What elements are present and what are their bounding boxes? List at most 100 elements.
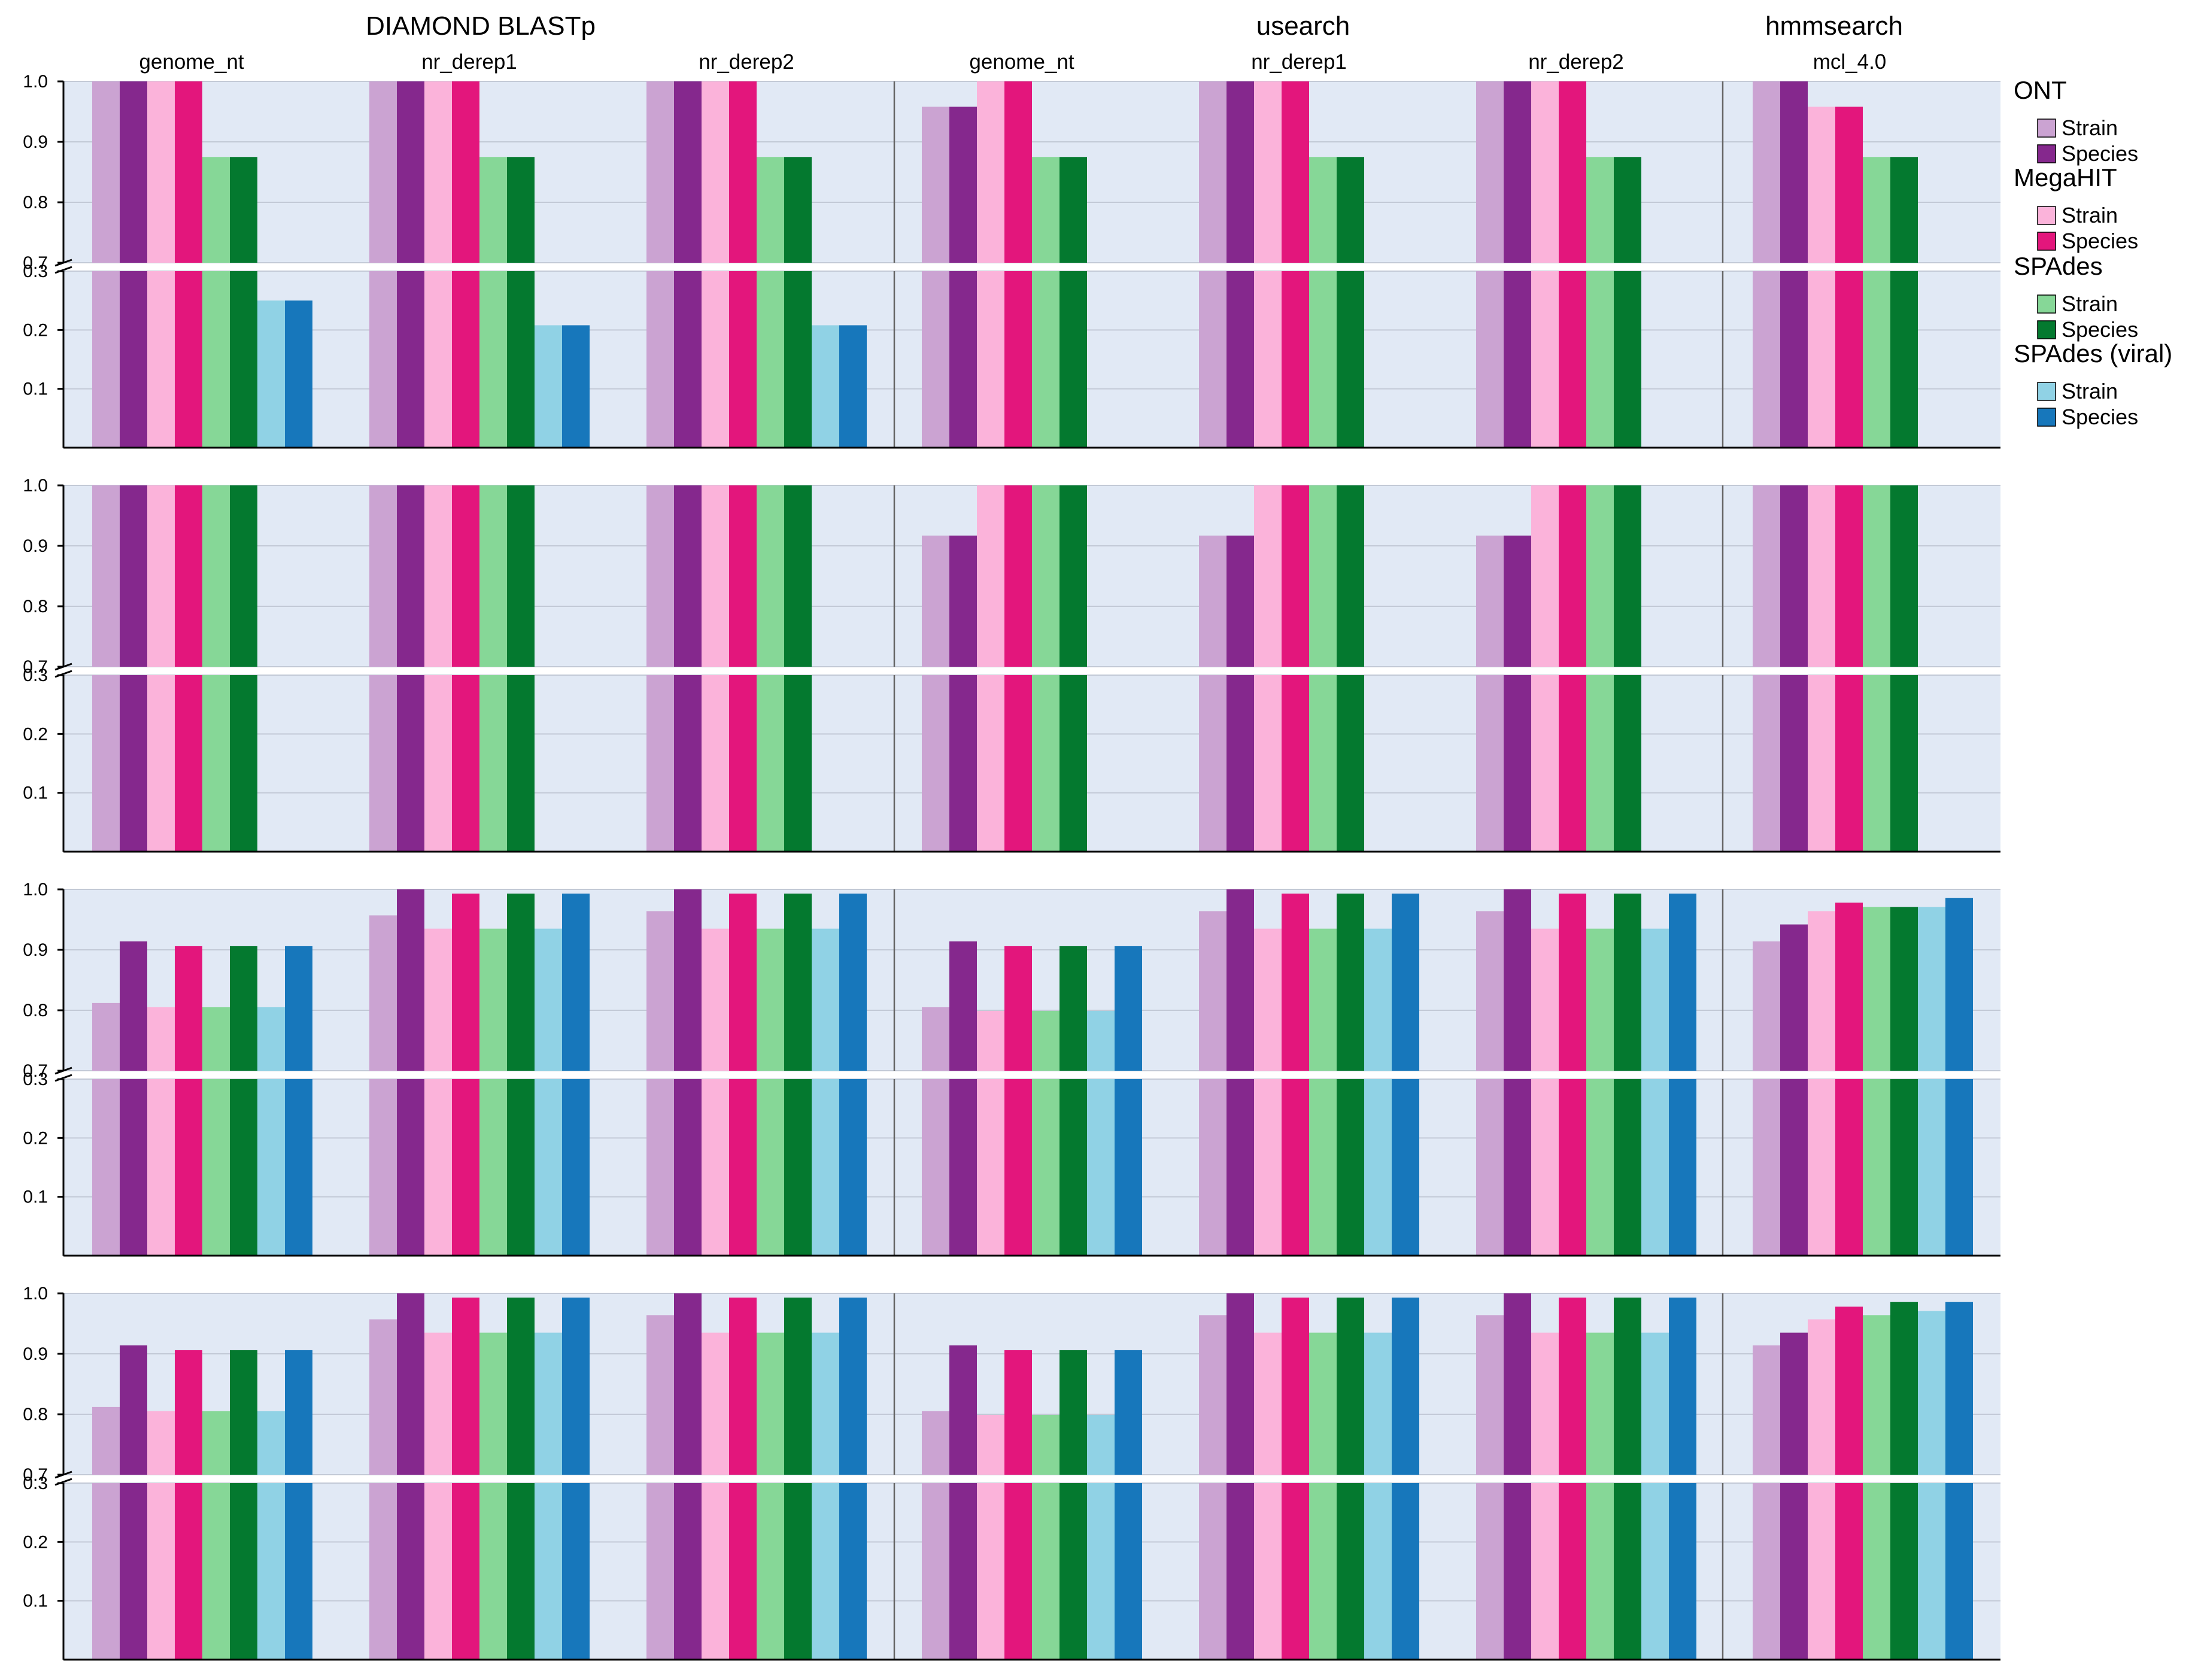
bar-lower [1808, 675, 1835, 852]
bar-lower [1254, 1079, 1282, 1256]
bar-lower [646, 675, 674, 852]
y-tick-label: 0.9 [23, 536, 48, 556]
bar-upper [729, 485, 757, 667]
bar-lower [1032, 271, 1060, 448]
bar-upper [1863, 1315, 1890, 1475]
bar-upper [120, 941, 147, 1071]
bar-upper [1254, 485, 1282, 667]
y-tick-label: 0.8 [23, 1405, 48, 1424]
bar-lower [1004, 1079, 1032, 1256]
bar-upper [1282, 1298, 1309, 1475]
bar-lower [1890, 1483, 1918, 1660]
bar-lower [1337, 1483, 1364, 1660]
bar-upper [1835, 903, 1863, 1071]
axis-break-mark [54, 259, 72, 267]
bar-lower [535, 325, 562, 448]
bar-upper [285, 946, 312, 1071]
y-tick-label: 1.0 [23, 72, 48, 92]
bar-lower [784, 271, 812, 448]
bar-lower [175, 675, 202, 852]
bar-upper [1559, 894, 1586, 1071]
bar-lower [120, 675, 147, 852]
bar-lower [922, 1079, 949, 1256]
legend-series-label: Strain [2062, 379, 2118, 403]
bar-upper [1808, 1319, 1835, 1475]
bar-upper [1890, 1302, 1918, 1475]
bar-lower [92, 675, 120, 852]
bar-lower [1669, 1079, 1696, 1256]
bar-lower [1060, 1483, 1087, 1660]
bar-lower [812, 1483, 839, 1660]
bar-lower [757, 1079, 784, 1256]
bar-lower [1254, 1483, 1282, 1660]
chart-panels: 0.70.80.91.00.10.20.30.70.80.91.00.10.20… [23, 72, 2000, 1661]
bar-lower [1364, 1483, 1392, 1660]
bar-lower [1614, 271, 1641, 448]
bar-lower [120, 1483, 147, 1660]
bar-lower [1199, 1079, 1227, 1256]
bar-upper [949, 107, 977, 263]
bar-upper [1337, 894, 1364, 1071]
bar-lower [1531, 675, 1559, 852]
bar-lower [92, 1483, 120, 1660]
bar-upper [1254, 81, 1282, 263]
bar-lower [757, 271, 784, 448]
bar-lower [1392, 1079, 1419, 1256]
bar-upper [1504, 1293, 1531, 1475]
bar-upper [562, 894, 590, 1071]
bar-lower [839, 1079, 867, 1256]
bar-lower [562, 1483, 590, 1660]
bar-upper [1614, 485, 1641, 667]
bar-upper [1780, 924, 1808, 1071]
bar-lower [674, 1483, 702, 1660]
bar-upper [1032, 157, 1060, 263]
bar-upper [1309, 485, 1337, 667]
bar-upper [1641, 928, 1669, 1071]
bar-lower [812, 325, 839, 448]
bar-lower [562, 325, 590, 448]
bar-upper [1282, 485, 1309, 667]
bar-lower [424, 1079, 452, 1256]
bar-upper [507, 485, 535, 667]
bar-lower [1476, 1079, 1504, 1256]
bar-lower [285, 1079, 312, 1256]
bar-upper [1504, 81, 1531, 263]
bar-upper [1641, 1332, 1669, 1475]
bar-lower [1531, 271, 1559, 448]
bar-lower [1476, 1483, 1504, 1660]
bar-upper [175, 1350, 202, 1475]
bar-upper [230, 1350, 257, 1475]
y-tick-label: 0.7 [23, 1061, 48, 1081]
bar-upper [562, 1298, 590, 1475]
y-tick-label: 0.1 [23, 379, 48, 399]
bar-upper [1559, 1298, 1586, 1475]
bar-lower [1780, 1079, 1808, 1256]
bar-lower [1559, 271, 1586, 448]
bar-lower [839, 1483, 867, 1660]
bar-upper [1337, 1298, 1364, 1475]
bar-upper [922, 107, 949, 263]
y-tick-label: 0.3 [23, 1070, 48, 1089]
bar-upper [1004, 81, 1032, 263]
bar-upper [369, 81, 397, 263]
bar-upper [1476, 81, 1504, 263]
y-tick-label: 0.7 [23, 657, 48, 677]
bar-upper [757, 928, 784, 1071]
bar-lower [175, 1483, 202, 1660]
bar-lower [1087, 1079, 1115, 1256]
bar-lower [784, 1483, 812, 1660]
bar-upper [1753, 485, 1780, 667]
bar-upper [1835, 1307, 1863, 1475]
axis-break-mark [54, 1478, 72, 1486]
bar-lower [1004, 675, 1032, 852]
bar-upper [1559, 485, 1586, 667]
bar-upper [1282, 894, 1309, 1071]
bar-lower [812, 1079, 839, 1256]
subgroup-title: nr_derep1 [421, 50, 517, 74]
bar-upper [1060, 157, 1087, 263]
bar-lower [147, 1483, 175, 1660]
bar-lower [1890, 271, 1918, 448]
y-tick-label: 0.9 [23, 1344, 48, 1364]
subgroup-title: nr_derep1 [1251, 50, 1347, 74]
